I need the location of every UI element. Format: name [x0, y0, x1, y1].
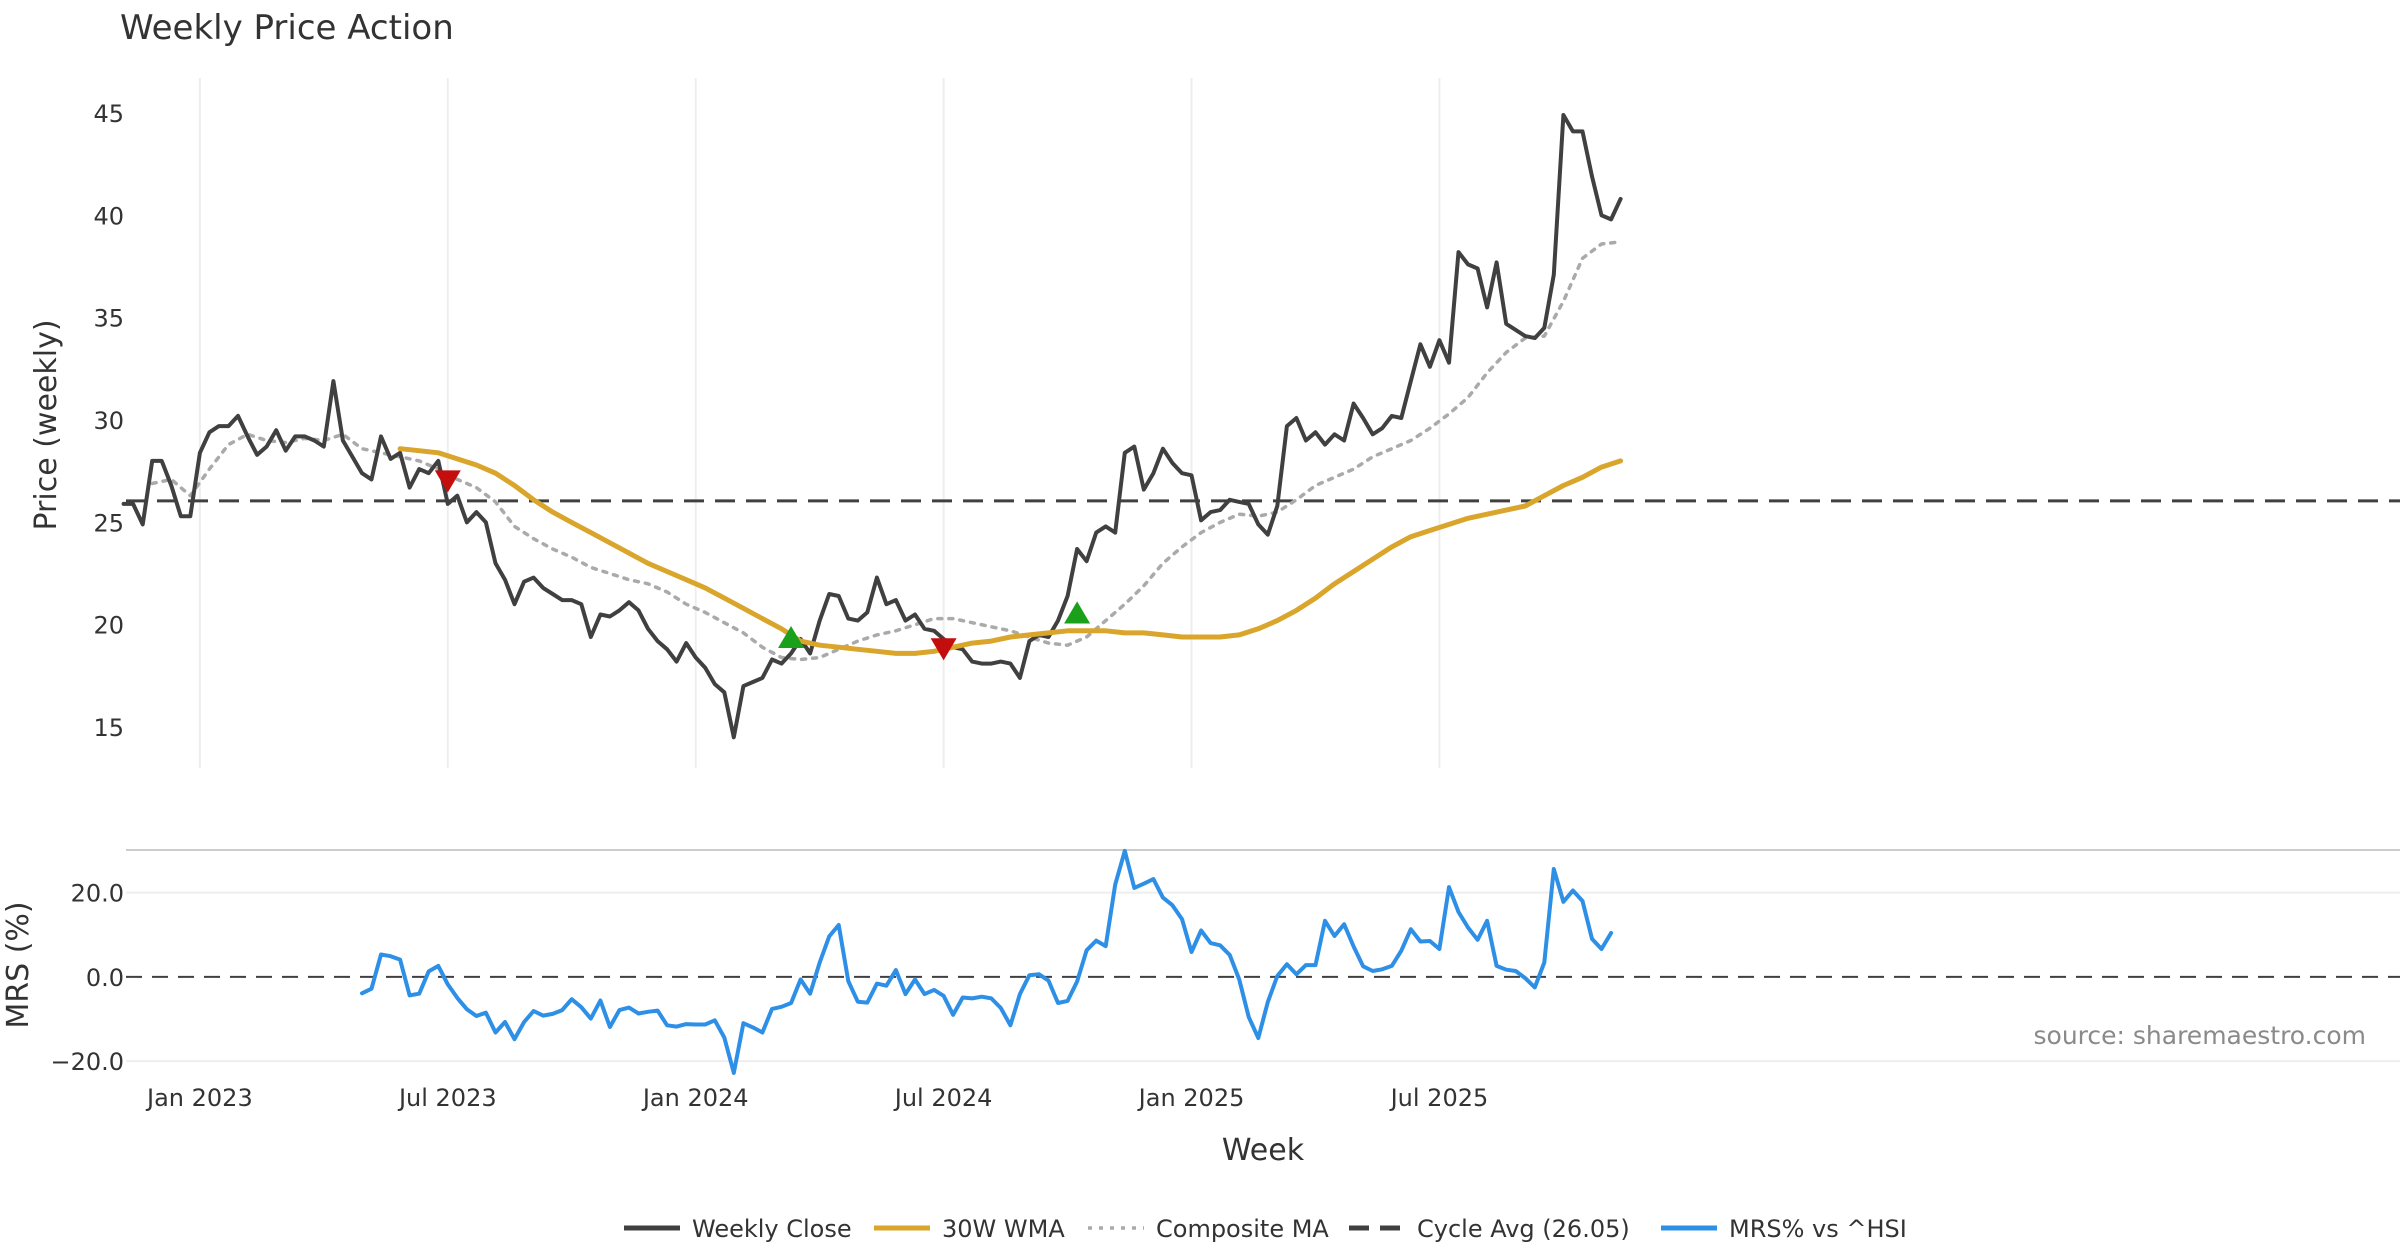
price-y-tick-label: 35: [93, 305, 124, 333]
price-series: [121, 113, 1624, 740]
chart-title: Weekly Price Action: [120, 8, 454, 48]
buy-signal-marker: [1064, 601, 1091, 624]
price-panel-grid: [198, 78, 1441, 768]
buy-signal-marker: [778, 625, 805, 649]
weekly-close-line: [121, 113, 1623, 740]
x-axis-ticks: Jan 2023 Jul 2023 Jan 2024 Jul 2024 Jan 2025…: [145, 1084, 1488, 1112]
price-y-tick-label: 25: [93, 509, 124, 537]
legend-label: 30W WMA: [942, 1215, 1065, 1243]
mrs-panel-grid: [126, 891, 2400, 1063]
mrs-y-tick-label: 20.0: [71, 880, 124, 908]
price-y-axis-title: Price (weekly): [29, 319, 64, 530]
legend-label: Weekly Close: [692, 1215, 852, 1243]
30w-wma-line: [397, 446, 1624, 656]
sell-signal-marker: [434, 470, 461, 493]
legend-label: Cycle Avg (26.05): [1417, 1215, 1630, 1243]
legend-item: Composite MA: [1088, 1215, 1329, 1243]
price-y-tick-label: 15: [93, 714, 124, 742]
x-tick-label: Jan 2025: [1137, 1084, 1245, 1112]
signal-markers: [434, 470, 1091, 661]
mrs-line: [360, 848, 1614, 1075]
x-tick-label: Jul 2023: [397, 1084, 497, 1112]
x-tick-label: Jan 2023: [145, 1084, 253, 1112]
price-y-ticks: 15 20 25 30 35 40 45: [93, 100, 124, 742]
source-credit: source: sharemaestro.com: [2034, 1021, 2367, 1050]
chart-legend: Weekly Close 30W WMA Composite MA Cycle Avg…: [624, 1215, 1907, 1243]
price-y-tick-label: 30: [93, 407, 124, 435]
legend-item: 30W WMA: [874, 1215, 1065, 1243]
sell-signal-marker: [930, 638, 957, 661]
x-tick-label: Jul 2024: [893, 1084, 993, 1112]
x-tick-label: Jan 2024: [641, 1084, 749, 1112]
mrs-series: [360, 848, 1614, 1075]
mrs-y-tick-label: −20.0: [50, 1048, 124, 1076]
mrs-y-tick-label: 0.0: [86, 964, 124, 992]
x-axis-title: Week: [1222, 1133, 1305, 1168]
price-y-tick-label: 20: [93, 612, 124, 640]
legend-item: Weekly Close: [624, 1215, 852, 1243]
legend-item: MRS% vs ^HSI: [1661, 1215, 1907, 1243]
legend-label: MRS% vs ^HSI: [1729, 1215, 1907, 1243]
price-y-tick-label: 40: [93, 202, 124, 230]
legend-item: Cycle Avg (26.05): [1349, 1215, 1630, 1243]
legend-label: Composite MA: [1156, 1215, 1329, 1243]
x-tick-label: Jul 2025: [1389, 1084, 1489, 1112]
mrs-y-ticks: 20.0 0.0 −20.0: [50, 880, 124, 1077]
price-y-tick-label: 45: [93, 100, 124, 128]
composite-ma-line: [150, 240, 1623, 662]
mrs-y-axis-title: MRS (%): [1, 901, 36, 1028]
